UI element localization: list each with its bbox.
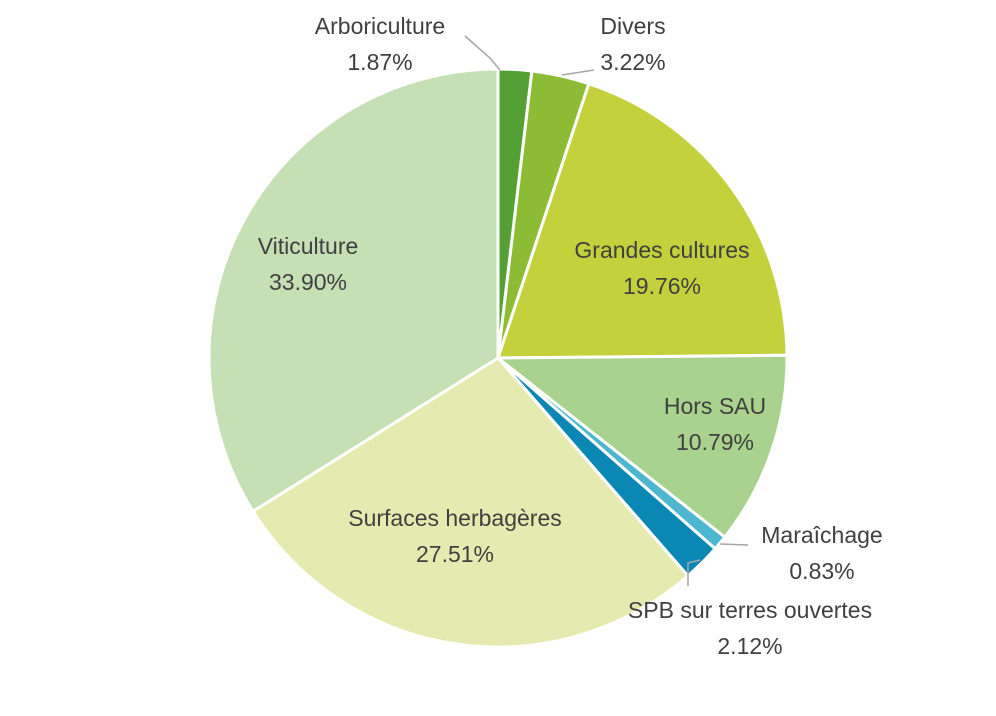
slice-label-spb-sur-terres-ouvertes: SPB sur terres ouvertes 2.12% [628,597,872,659]
slice-label-arboriculture: Arboriculture 1.87% [315,13,445,75]
slice-name: Viticulture [258,233,359,259]
leader-line-maraichage [719,543,749,546]
slice-label-grandes-cultures: Grandes cultures 19.76% [574,237,749,299]
slice-name: Surfaces herbagères [348,505,562,531]
pie-slice-grandes-cultures [496,82,789,360]
leader-line-spb-sur-terres-ouvertes [687,559,701,586]
leader-line-arboriculture [464,35,501,71]
slice-label-viticulture: Viticulture 33.90% [258,233,359,295]
slice-percent: 3.22% [600,49,665,75]
slice-name: Grandes cultures [574,237,749,263]
slice-percent: 19.76% [623,273,701,299]
slice-percent: 0.83% [789,558,854,584]
slice-label-hors-sau: Hors SAU 10.79% [664,393,766,455]
pie-slice-viticulture [207,67,500,513]
pie-slice-surfaces-herbageres [251,356,690,649]
slice-percent: 1.87% [347,49,412,75]
slice-percent: 10.79% [676,429,754,455]
slice-name: Hors SAU [664,393,766,419]
slice-label-divers: Divers 3.22% [600,13,665,75]
slice-name: SPB sur terres ouvertes [628,597,872,623]
slice-name: Arboriculture [315,13,445,39]
slice-label-maraichage: Maraîchage 0.83% [761,522,882,584]
leader-lines [464,35,749,586]
slice-percent: 27.51% [416,541,494,567]
leader-line-divers [561,69,595,76]
slice-labels: Arboriculture 1.87% Divers 3.22% Grandes cul… [258,13,883,659]
pie-slice-hors-sau [496,353,789,539]
slice-percent: 33.90% [269,269,347,295]
pie-slices [207,67,789,649]
slice-name: Divers [600,13,665,39]
slice-name: Maraîchage [761,522,882,548]
slice-percent: 2.12% [717,633,782,659]
slice-label-surfaces-herbageres: Surfaces herbagères 27.51% [348,505,562,567]
